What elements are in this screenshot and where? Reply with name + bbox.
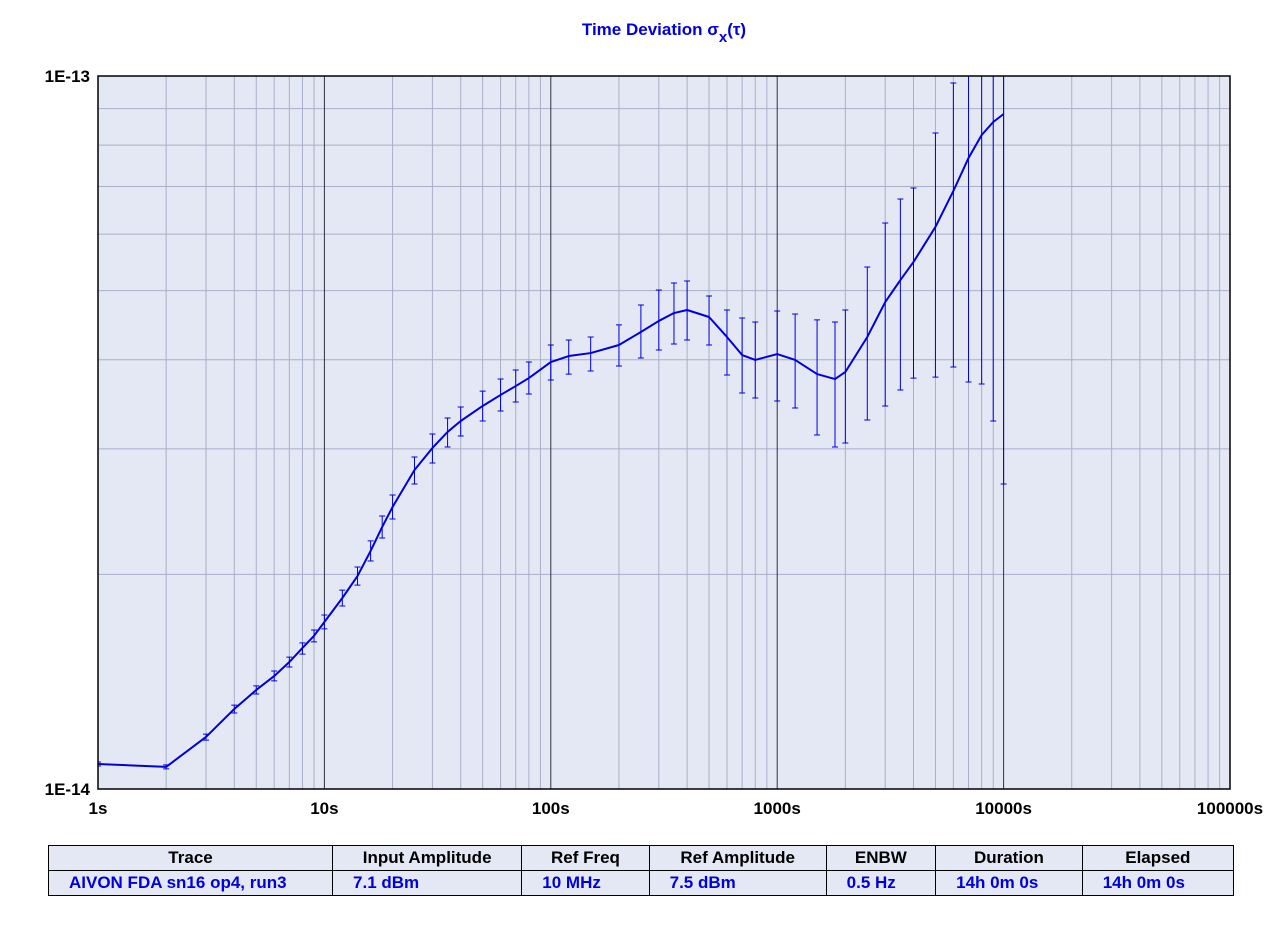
- title-text: Time Deviation σ: [582, 20, 719, 39]
- error-bar: [706, 295, 713, 346]
- error-bar: [831, 321, 838, 448]
- error-bar: [965, 76, 972, 383]
- error-bar: [897, 198, 904, 391]
- cell: 0.5 Hz: [825, 870, 937, 896]
- title-subscript: x: [719, 29, 728, 46]
- x-tick-label: 1s: [89, 799, 108, 818]
- error-bar: [978, 76, 985, 385]
- chart-title: Time Deviation σx(τ): [582, 20, 746, 46]
- error-bar: [864, 266, 871, 421]
- error-bar: [990, 76, 997, 422]
- y-tick-label: 1E-14: [45, 780, 91, 799]
- title-suffix: (τ): [727, 20, 746, 39]
- error-bar: [950, 82, 957, 368]
- header-cell: Duration: [935, 845, 1083, 871]
- header-cell: Elapsed: [1081, 845, 1235, 871]
- error-bar: [1000, 76, 1007, 485]
- header-cell: ENBW: [825, 845, 937, 871]
- cell: AIVON FDA sn16 op4, run3: [47, 870, 334, 896]
- x-tick-label: 1000s: [754, 799, 801, 818]
- x-tick-label: 100000s: [1197, 799, 1263, 818]
- x-tick-label: 100s: [532, 799, 570, 818]
- table-header: Trace Input Amplitude Ref Freq Ref Amplitud…: [47, 845, 1235, 871]
- header-cell: Ref Amplitude: [648, 845, 827, 871]
- header-cell: Ref Freq: [521, 845, 650, 871]
- table-row: AIVON FDA sn16 op4, run3 7.1 dBm 10 MHz 7.5…: [47, 870, 1235, 896]
- y-tick-label: 1E-13: [45, 67, 90, 86]
- error-bar: [882, 222, 889, 407]
- x-tick-label: 10s: [310, 799, 338, 818]
- x-tick-label: 10000s: [975, 799, 1032, 818]
- series: [98, 76, 1007, 770]
- error-bar: [932, 132, 939, 378]
- data-line: [98, 113, 1005, 768]
- chart: Time Deviation σx(τ) 1s 10s 100s 1000s 10000…: [45, 20, 1263, 818]
- cell: 10 MHz: [521, 870, 650, 896]
- cell: 14h 0m 0s: [1081, 870, 1235, 896]
- info-table: Trace Input Amplitude Ref Freq Ref Amplitud…: [47, 845, 1235, 896]
- error-bar: [910, 187, 917, 379]
- error-bar: [814, 319, 821, 436]
- plot-border: [97, 75, 1231, 790]
- header-cell: Input Amplitude: [332, 845, 523, 871]
- plot-area: [98, 76, 1230, 789]
- grid: [97, 75, 1231, 790]
- error-bar: [723, 309, 730, 376]
- error-bar: [98, 761, 101, 767]
- header-cell: Trace: [47, 845, 334, 871]
- cell: 14h 0m 0s: [935, 870, 1083, 896]
- error-bar: [842, 309, 849, 444]
- cell: 7.1 dBm: [332, 870, 523, 896]
- cell: 7.5 dBm: [648, 870, 827, 896]
- error-bar: [774, 310, 781, 402]
